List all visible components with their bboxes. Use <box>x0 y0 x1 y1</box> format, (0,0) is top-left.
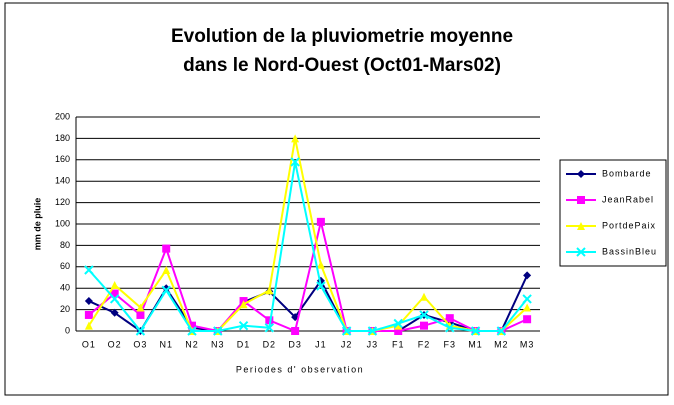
marker <box>420 321 428 330</box>
marker <box>316 281 326 291</box>
x-tick-label: O3 <box>133 339 147 349</box>
marker <box>84 321 93 330</box>
x-tick-label: M1 <box>468 339 483 349</box>
marker <box>496 326 507 336</box>
marker <box>239 300 248 309</box>
marker <box>341 326 352 336</box>
x-tick-label: O2 <box>108 339 122 349</box>
y-tick-label: 100 <box>55 218 70 228</box>
marker <box>109 294 120 304</box>
x-tick-label: F2 <box>418 339 431 349</box>
x-tick-label: J3 <box>367 339 379 349</box>
marker <box>135 326 146 336</box>
chart-border <box>4 2 669 396</box>
marker <box>576 247 586 257</box>
y-tick-label: 160 <box>55 154 70 164</box>
x-tick-label: F1 <box>392 339 405 349</box>
x-tick-label: N1 <box>159 339 173 349</box>
marker <box>316 260 325 269</box>
legend-label: Bombarde <box>602 168 652 178</box>
y-tick-label: 0 <box>65 325 70 335</box>
marker <box>523 315 532 324</box>
x-tick-label: J1 <box>315 339 327 349</box>
x-tick-label: D3 <box>288 339 302 349</box>
marker <box>187 326 197 336</box>
y-tick-label: 20 <box>60 304 70 314</box>
marker <box>265 286 274 295</box>
marker <box>445 323 455 333</box>
x-tick-label: N3 <box>211 339 225 349</box>
marker <box>393 318 403 329</box>
marker <box>445 314 454 323</box>
marker <box>316 217 325 226</box>
marker <box>577 170 585 178</box>
marker <box>84 310 93 319</box>
marker <box>523 271 532 280</box>
x-tick-label: D1 <box>237 339 251 349</box>
marker <box>577 222 585 230</box>
marker <box>162 284 171 293</box>
legend-label: BassinBleu <box>602 246 657 256</box>
x-tick-label: O1 <box>82 339 96 349</box>
y-tick-label: 180 <box>55 133 70 143</box>
x-tick-label: D2 <box>263 339 277 349</box>
series-line <box>88 221 528 333</box>
chart-title: dans le Nord-Ouest (Oct01-Mars02) <box>183 55 501 76</box>
marker <box>367 326 378 336</box>
marker <box>110 280 119 289</box>
marker <box>238 320 249 331</box>
chart-title: Evolution de la pluviometrie moyenne <box>171 26 513 47</box>
y-tick-label: 120 <box>55 197 70 207</box>
marker <box>265 316 274 325</box>
marker <box>84 265 94 275</box>
y-tick-label: 140 <box>55 176 70 186</box>
series-line <box>88 161 528 333</box>
legend-label: PortdePaix <box>602 220 656 230</box>
series-line <box>88 138 528 332</box>
marker <box>470 326 481 336</box>
y-tick-label: 60 <box>60 261 70 271</box>
y-tick-label: 200 <box>55 111 70 121</box>
marker <box>110 308 119 317</box>
marker <box>394 321 403 330</box>
marker <box>161 285 171 296</box>
marker <box>84 297 93 306</box>
marker <box>394 327 403 335</box>
y-tick-label: 80 <box>60 240 70 250</box>
marker <box>264 323 275 333</box>
y-axis-label: mm de pluie <box>32 198 42 251</box>
x-tick-label: N2 <box>185 339 199 349</box>
y-tick-label: 40 <box>60 283 70 293</box>
legend-label: JeanRabel <box>602 194 654 204</box>
marker <box>522 294 532 304</box>
marker <box>291 327 300 335</box>
x-tick-label: F3 <box>444 339 457 349</box>
marker <box>420 292 428 301</box>
marker <box>213 326 223 336</box>
x-tick-label: M2 <box>494 339 509 349</box>
x-axis-label: Periodes d' observation <box>236 364 364 374</box>
marker <box>110 289 119 298</box>
marker <box>162 244 171 253</box>
marker <box>162 266 171 275</box>
marker <box>577 196 585 204</box>
marker <box>419 310 429 320</box>
marker <box>290 157 300 167</box>
marker <box>188 321 196 330</box>
marker <box>291 134 300 143</box>
x-tick-label: J2 <box>341 339 353 349</box>
marker <box>523 303 532 312</box>
x-tick-label: M3 <box>520 339 535 349</box>
marker <box>136 303 145 312</box>
marker <box>136 310 145 319</box>
